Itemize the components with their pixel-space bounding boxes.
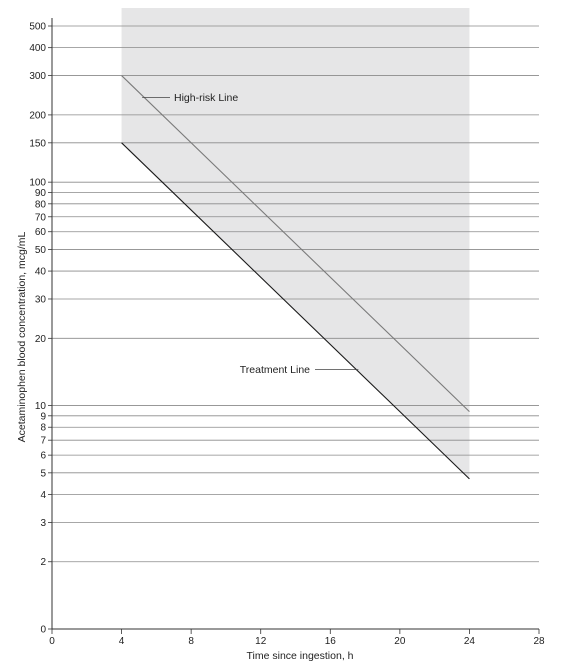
y-tick-label: 9 xyxy=(40,411,46,422)
y-tick-label: 70 xyxy=(35,212,47,223)
treatment-label: Treatment Line xyxy=(240,364,310,376)
gridlines xyxy=(52,25,539,563)
y-tick-label: 3 xyxy=(40,518,46,529)
x-tick-label: 20 xyxy=(394,636,406,647)
x-tick-label: 8 xyxy=(188,636,194,647)
y-tick-label: 5 xyxy=(40,468,46,479)
y-tick-label: 200 xyxy=(29,110,46,121)
y-tick-label: 150 xyxy=(29,138,46,149)
x-tick-label: 16 xyxy=(325,636,337,647)
series-lines xyxy=(121,75,470,480)
y-tick-label: 40 xyxy=(35,267,47,278)
y-tick-label: 7 xyxy=(40,436,46,447)
y-tick-label: 500 xyxy=(29,22,46,33)
y-axis-title: Acetaminophen blood concentration, mcg/m… xyxy=(16,231,28,442)
treatment-line xyxy=(121,142,470,480)
high-risk-label: High-risk Line xyxy=(174,92,238,104)
y-tick-label: 20 xyxy=(35,334,47,345)
y-tick-label: 6 xyxy=(40,451,46,462)
axes: 0234567891020304050607080901001502003004… xyxy=(29,18,545,647)
x-tick-label: 24 xyxy=(464,636,476,647)
y-tick-label: 30 xyxy=(35,294,47,305)
annotations: High-risk Line Treatment Line xyxy=(142,92,359,376)
y-tick-label: 50 xyxy=(35,245,47,256)
x-tick-label: 12 xyxy=(255,636,267,647)
y-tick-label: 10 xyxy=(35,401,47,412)
x-tick-label: 4 xyxy=(119,636,125,647)
y-tick-label: 2 xyxy=(40,557,46,568)
y-tick-label: 90 xyxy=(35,188,47,199)
high-risk-line xyxy=(121,75,470,412)
y-tick-label: 60 xyxy=(35,227,47,238)
y-tick-label: 8 xyxy=(40,423,46,434)
y-tick-label: 100 xyxy=(29,178,46,189)
x-tick-label: 28 xyxy=(533,636,545,647)
y-tick-label: 4 xyxy=(40,490,46,501)
y-tick-label: 300 xyxy=(29,71,46,82)
x-tick-label: 0 xyxy=(49,636,55,647)
x-axis-title: Time since ingestion, h xyxy=(247,650,354,662)
y-tick-label: 80 xyxy=(35,199,47,210)
y-tick-label: 0 xyxy=(40,625,46,636)
y-tick-label: 400 xyxy=(29,43,46,54)
